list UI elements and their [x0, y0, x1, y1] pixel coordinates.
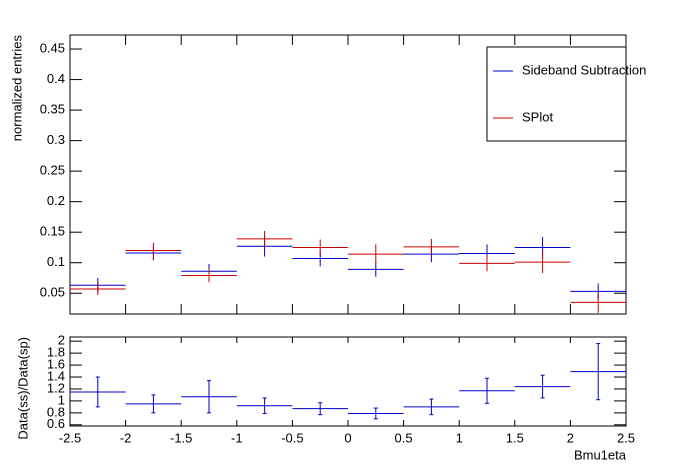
y-tick-label: 0.05	[40, 285, 65, 300]
y-tick-label: 0.4	[47, 71, 65, 86]
x-tick-label: 2.5	[617, 430, 635, 445]
y-tick-label: 0.2	[47, 193, 65, 208]
y-tick-label: 0.6	[47, 416, 65, 431]
y-axis-title: Data(ss)/Data(sp)	[15, 337, 30, 440]
x-tick-label: 0	[344, 430, 351, 445]
x-tick-label: 1	[456, 430, 463, 445]
x-tick-label: 0.5	[395, 430, 413, 445]
y-tick-label: 1.4	[47, 368, 65, 383]
y-tick-label: 0.15	[40, 224, 65, 239]
y-tick-label: 2	[58, 333, 65, 348]
y-tick-label: 1.2	[47, 380, 65, 395]
x-tick-label: 2	[567, 430, 574, 445]
x-axis-title: Bmu1eta	[574, 447, 627, 462]
y-tick-label: 0.25	[40, 163, 65, 178]
y-axis-title: normalized entries	[9, 35, 24, 142]
legend-box	[486, 46, 627, 142]
y-tick-label: 0.8	[47, 404, 65, 419]
legend-label: SPlot	[522, 109, 553, 124]
y-tick-label: 0.1	[47, 254, 65, 269]
x-tick-label: -2.5	[59, 430, 81, 445]
y-tick-label: 0.35	[40, 102, 65, 117]
y-tick-label: 1	[58, 392, 65, 407]
x-tick-label: -1	[231, 430, 243, 445]
y-tick-label: 1.6	[47, 357, 65, 372]
y-tick-label: 1.8	[47, 345, 65, 360]
y-tick-label: 0.3	[47, 132, 65, 147]
x-tick-label: 1.5	[506, 430, 524, 445]
y-tick-label: 0.45	[40, 40, 65, 55]
x-tick-label: -0.5	[281, 430, 303, 445]
x-tick-label: -2	[120, 430, 132, 445]
legend-label: Sideband Subtraction	[522, 62, 646, 77]
x-tick-label: -1.5	[170, 430, 192, 445]
